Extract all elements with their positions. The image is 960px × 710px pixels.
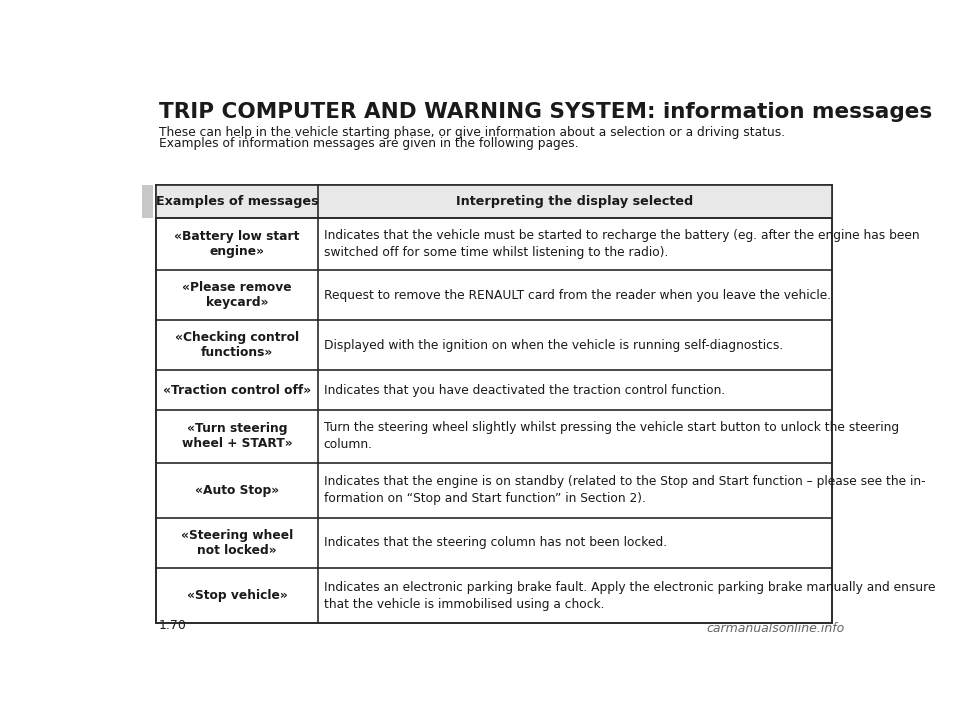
Text: «Checking control
functions»: «Checking control functions» <box>175 331 300 359</box>
Text: «Please remove
keycard»: «Please remove keycard» <box>182 281 292 309</box>
Text: Indicates that the vehicle must be started to recharge the battery (eg. after th: Indicates that the vehicle must be start… <box>324 229 920 259</box>
Text: Displayed with the ignition on when the vehicle is running self-diagnostics.: Displayed with the ignition on when the … <box>324 339 783 351</box>
Text: Indicates that the engine is on standby (related to the Stop and Start function : Indicates that the engine is on standby … <box>324 475 925 506</box>
Text: Examples of information messages are given in the following pages.: Examples of information messages are giv… <box>158 137 578 150</box>
Text: Turn the steering wheel slightly whilst pressing the vehicle start button to unl: Turn the steering wheel slightly whilst … <box>324 421 899 452</box>
Text: «Stop vehicle»: «Stop vehicle» <box>186 589 287 602</box>
Text: Interpreting the display selected: Interpreting the display selected <box>456 195 693 208</box>
Text: «Auto Stop»: «Auto Stop» <box>195 484 279 497</box>
Text: Indicates that the steering column has not been locked.: Indicates that the steering column has n… <box>324 537 667 550</box>
Text: These can help in the vehicle starting phase, or give information about a select: These can help in the vehicle starting p… <box>158 126 785 139</box>
Bar <box>156 185 832 623</box>
Text: 1.70: 1.70 <box>158 619 186 632</box>
Text: Indicates an electronic parking brake fault. Apply the electronic parking brake : Indicates an electronic parking brake fa… <box>324 581 935 611</box>
Text: Request to remove the RENAULT card from the reader when you leave the vehicle.: Request to remove the RENAULT card from … <box>324 288 831 302</box>
Text: Examples of messages: Examples of messages <box>156 195 319 208</box>
Bar <box>142 185 154 218</box>
Text: «Turn steering
wheel + START»: «Turn steering wheel + START» <box>181 422 293 450</box>
Text: «Traction control off»: «Traction control off» <box>163 383 311 397</box>
Bar <box>156 185 832 218</box>
Text: Indicates that you have deactivated the traction control function.: Indicates that you have deactivated the … <box>324 383 725 397</box>
Text: carmanualsonline.info: carmanualsonline.info <box>707 622 845 635</box>
Text: «Steering wheel
not locked»: «Steering wheel not locked» <box>180 529 293 557</box>
Text: TRIP COMPUTER AND WARNING SYSTEM: information messages: TRIP COMPUTER AND WARNING SYSTEM: inform… <box>158 102 932 122</box>
Text: «Battery low start
engine»: «Battery low start engine» <box>175 230 300 258</box>
